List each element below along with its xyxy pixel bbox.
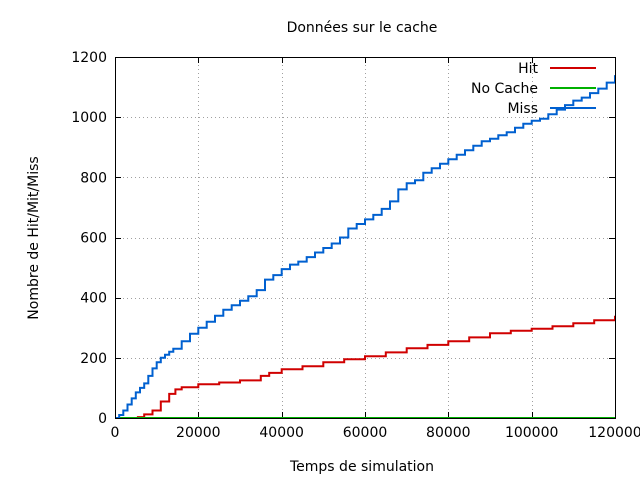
x-tick-label: 40000 bbox=[259, 425, 304, 441]
series-line-hit bbox=[115, 315, 616, 419]
y-tick-label: 800 bbox=[80, 170, 107, 186]
x-tick-label: 100000 bbox=[505, 425, 558, 441]
y-tick-label: 1200 bbox=[71, 50, 107, 66]
legend-label-hit: Hit bbox=[518, 61, 538, 77]
legend: Hit No Cache Miss bbox=[471, 61, 596, 117]
y-tick-label: 200 bbox=[80, 351, 107, 367]
y-tick-label: 600 bbox=[80, 231, 107, 247]
y-tick-label: 0 bbox=[98, 411, 107, 427]
plot-frame bbox=[115, 57, 616, 419]
x-tick-label: 80000 bbox=[426, 425, 471, 441]
series-line-miss bbox=[115, 75, 616, 419]
legend-label-miss: Miss bbox=[507, 101, 538, 117]
chart-title: Données sur le cache bbox=[287, 20, 438, 36]
x-tick-label: 20000 bbox=[176, 425, 221, 441]
x-axis-label: Temps de simulation bbox=[289, 459, 434, 475]
x-tick-label: 120000 bbox=[588, 425, 640, 441]
y-axis-label: Nombre de Hit/Mit/Miss bbox=[26, 156, 42, 319]
series-lines bbox=[115, 75, 616, 419]
legend-label-no-cache: No Cache bbox=[471, 81, 538, 97]
y-tick-label: 400 bbox=[80, 291, 107, 307]
y-tick-label: 1000 bbox=[71, 110, 107, 126]
axis-ticks: 0 20000 40000 60000 80000 100000 120000 0 200 400… bbox=[71, 50, 640, 441]
x-tick-label: 60000 bbox=[343, 425, 388, 441]
x-tick-label: 0 bbox=[111, 425, 120, 441]
grid-lines bbox=[115, 57, 615, 418]
